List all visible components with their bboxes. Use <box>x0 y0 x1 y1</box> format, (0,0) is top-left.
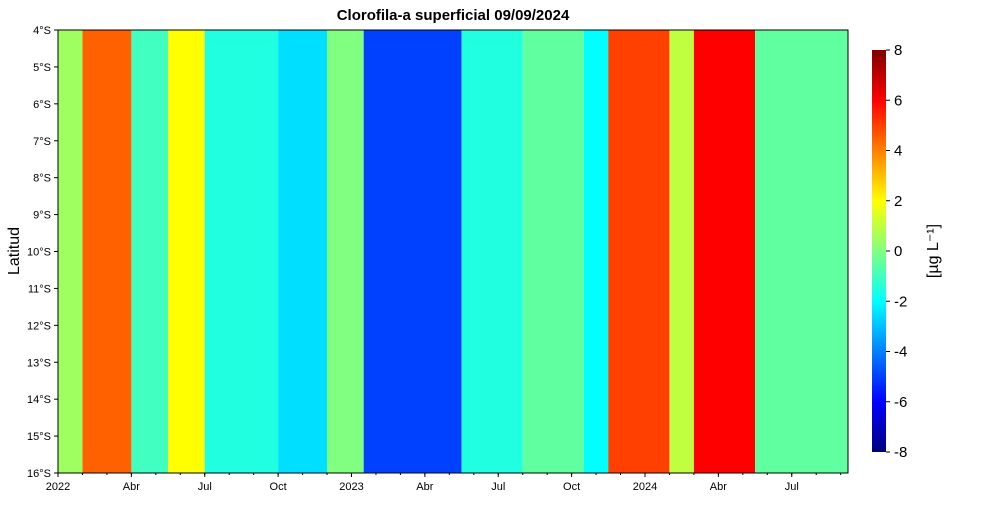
colorbar-label: [µg L⁻¹] <box>925 224 942 278</box>
colorbar-tick-label: 6 <box>894 92 902 109</box>
colorbar-tick-label: -8 <box>894 444 907 461</box>
x-axis: 2022 Abr Jul Oct 2023 Abr Jul Oct 2024 Abr Jul <box>46 473 842 493</box>
heatmap-band <box>58 30 83 473</box>
x-tick-label: 2023 <box>339 481 363 493</box>
heatmap-band <box>82 30 132 473</box>
heatmap-band <box>204 30 279 473</box>
y-tick-label: 9°S <box>33 210 51 222</box>
y-axis: 4°S 5°S 6°S 7°S 8°S 9°S 10°S 11°S 12°S 13°S 14°S 15… <box>27 25 58 480</box>
x-tick-label: Abr <box>710 481 727 493</box>
y-tick-label: 15°S <box>27 431 51 443</box>
y-tick-label: 16°S <box>27 468 51 480</box>
y-tick-label: 6°S <box>33 99 51 111</box>
y-tick-label: 12°S <box>27 320 51 332</box>
heatmap-band <box>131 30 169 473</box>
chart-title: Clorofila-a superficial 09/09/2024 <box>337 7 570 24</box>
colorbar-axis: 8 6 4 2 0 -2 -4 -6 -8 <box>886 42 907 461</box>
colorbar-tick-label: 0 <box>894 243 902 260</box>
colorbar-tick-label: 8 <box>894 42 902 59</box>
colorbar <box>872 50 886 452</box>
x-tick-label: Abr <box>416 481 433 493</box>
heatmap-band <box>583 30 609 473</box>
y-tick-label: 10°S <box>27 247 51 259</box>
plot-area <box>58 30 848 473</box>
x-tick-label: Jul <box>198 481 212 493</box>
x-tick-label: Jul <box>785 481 799 493</box>
heatmap-band <box>693 30 755 473</box>
y-tick-label: 7°S <box>33 136 51 148</box>
y-tick-label: 14°S <box>27 394 51 406</box>
heatmap-band <box>278 30 327 473</box>
colorbar-tick-label: -2 <box>894 293 907 310</box>
x-tick-label: 2024 <box>633 481 657 493</box>
x-tick-label: Oct <box>270 481 287 493</box>
heatmap-band <box>522 30 584 473</box>
colorbar-tick-label: -4 <box>894 344 907 361</box>
heatmap-band <box>755 30 848 473</box>
colorbar-tick-label: 2 <box>894 193 902 210</box>
y-tick-label: 13°S <box>27 357 51 369</box>
heatmap-band <box>461 30 523 473</box>
y-tick-label: 11°S <box>28 283 51 295</box>
x-tick-label: 2022 <box>46 481 70 493</box>
y-tick-label: 8°S <box>33 173 51 185</box>
heatmap-band <box>363 30 462 473</box>
y-axis-label: Latitud <box>6 227 23 275</box>
heatmap-band <box>608 30 670 473</box>
x-tick-label: Abr <box>123 481 140 493</box>
x-tick-label: Jul <box>491 481 505 493</box>
heatmap-band <box>327 30 364 473</box>
colorbar-tick-label: -6 <box>894 394 907 411</box>
x-tick-label: Oct <box>563 481 580 493</box>
y-tick-label: 5°S <box>33 62 51 74</box>
heatmap-band <box>669 30 694 473</box>
colorbar-tick-label: 4 <box>894 143 902 160</box>
heatmap-band <box>168 30 205 473</box>
y-tick-label: 4°S <box>33 25 51 37</box>
